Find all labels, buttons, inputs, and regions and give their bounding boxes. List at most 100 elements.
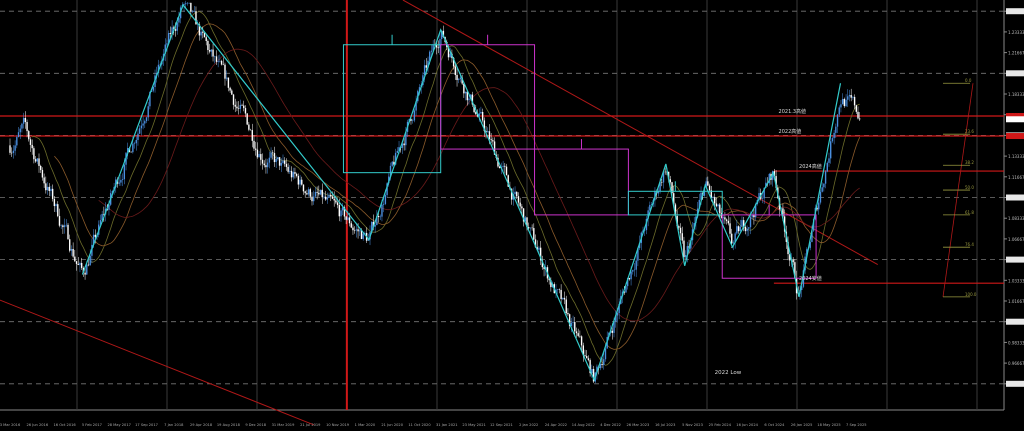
candle-bearish [24,117,27,123]
drawing-objects-back [0,0,1004,426]
candle-bullish [717,204,719,207]
candle-bullish [191,11,194,12]
candle-bullish [478,113,480,117]
candle-bearish [541,260,544,268]
candle-bullish [118,182,120,184]
candle-bullish [347,217,349,220]
candle-bearish [481,111,484,121]
range-box-magenta [440,44,536,150]
candle-bullish [389,165,392,177]
candle-bearish [295,173,298,176]
candle-bullish [591,369,593,374]
candle-bearish [285,163,288,167]
candle-bearish [454,66,457,75]
candle-bearish [202,31,204,33]
candle-bearish [558,289,561,290]
candle-bullish [60,225,62,226]
time-tick-label: 26 Jun 2016 [26,423,48,427]
candle-bullish [758,193,760,201]
candle-bullish [459,77,462,80]
candle-bearish [483,120,486,132]
candle-bullish [150,90,153,92]
candle-bearish [57,204,59,217]
level-label: 2024安値 [799,275,822,282]
candle-bearish [28,131,30,140]
candle-bearish [265,165,267,168]
candle-bearish [29,139,32,145]
candle-bullish [398,147,400,151]
candle-bearish [103,213,105,215]
candle-bearish [75,261,78,264]
price-tick-label: 0.96667 [1008,361,1024,366]
candle-bearish [360,230,363,239]
candle-bearish [208,49,211,52]
candle-bearish [198,24,201,36]
price-tick-label: 1.08333 [1008,216,1024,221]
candle-bearish [435,44,438,48]
candle-bullish [210,49,213,52]
candle-bullish [557,289,559,290]
candle-bullish [171,27,173,34]
candle-bearish [51,188,54,199]
candle-bearish [232,94,235,105]
candle-bearish [190,2,192,12]
price-tick-label: 1.01667 [1008,299,1024,304]
candle-bearish [568,314,571,327]
candle-bearish [543,267,545,270]
candle-bullish [186,2,189,4]
candle-bullish [16,137,18,146]
candle-bullish [830,141,832,159]
candle-bullish [382,203,385,205]
time-axis[interactable]: 3 Mar 2016 26 Jun 2016 16 Oct 2016 5 Feb 20… [0,423,867,427]
candle-bullish [848,95,851,97]
candle-bearish [522,208,525,222]
candle-bullish [712,197,714,198]
candle-bullish [266,162,269,168]
candle-bullish [22,117,25,124]
candle-bearish [713,197,716,204]
time-tick-label: 31 Jan 2021 [436,423,458,427]
candle-bearish [792,259,794,263]
candle-bearish [372,221,375,227]
candle-bearish [345,216,347,220]
candle-bearish [466,91,468,101]
candle-bearish [442,30,445,38]
candle-bullish [538,247,540,250]
candle-bearish [505,166,508,176]
candle-bearish [719,204,721,214]
candle-bullish [603,359,605,365]
candle-bearish [207,40,209,50]
candle-bearish [517,196,520,203]
candle-bullish [604,348,607,360]
candle-bearish [669,179,672,183]
candle-bullish [847,96,849,100]
candle-bullish [841,98,844,105]
candle-bearish [729,223,731,234]
candle-bearish [306,193,308,195]
moving-average-52 [98,48,860,322]
candle-bearish [244,108,247,114]
candle-bearish [673,193,675,205]
candle-bearish [253,140,255,149]
candle-bullish [376,216,378,226]
candle-bearish [498,166,501,169]
candle-bearish [278,157,281,166]
candle-bearish [403,143,405,146]
candle-bearish [744,226,747,232]
candle-bearish [333,198,335,201]
candle-bullish [439,39,441,49]
moving-averages [32,11,861,366]
candle-bullish [705,181,707,188]
candle-bullish [650,204,653,205]
candle-bearish [676,215,678,227]
candle-bearish [130,151,132,153]
candle-bullish [734,233,736,243]
candle-bearish [241,104,243,106]
candle-bullish [362,233,364,239]
candle-bearish [243,105,245,109]
candle-bearish [62,225,64,228]
candle-bearish [287,166,289,172]
time-tick-label: 1 Mar 2020 [355,423,376,427]
price-axis[interactable]: 1.250001.233331.216671.200001.183331.166… [1004,8,1024,387]
